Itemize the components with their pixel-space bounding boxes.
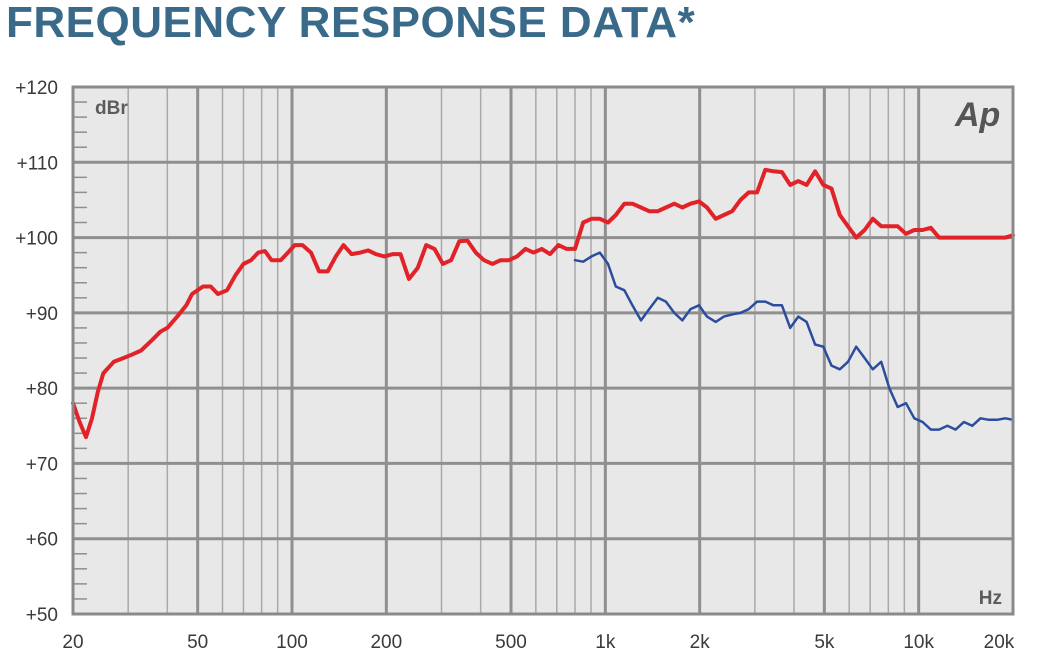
ap-logo: Ap	[954, 96, 1000, 134]
page-title: FREQUENCY RESPONSE DATA*	[6, 0, 696, 47]
x-tick-label: 10k	[903, 632, 934, 653]
x-tick-label: 5k	[814, 632, 835, 653]
series-line-red	[71, 167, 1015, 440]
x-tick-label: 100	[276, 632, 308, 653]
x-tick-label: 1k	[595, 632, 616, 653]
series-line-blue	[573, 251, 1015, 431]
y-tick-label: +100	[15, 229, 58, 250]
x-tick-label: 50	[187, 632, 208, 653]
x-tick-label: 500	[495, 632, 527, 653]
x-tick-label: 2k	[690, 632, 711, 653]
y-tick-label: +70	[26, 454, 58, 475]
series-layer	[71, 167, 1015, 440]
y-tick-label: +120	[15, 78, 58, 99]
minor-grid	[127, 87, 906, 614]
plot-border	[71, 85, 1015, 616]
y-tick-label: +80	[26, 379, 58, 400]
major-grid	[73, 87, 1013, 614]
y-tick-label: +90	[26, 304, 58, 325]
x-tick-label: 20	[62, 632, 83, 653]
y-tick-label: +60	[26, 530, 58, 551]
y-tick-label: +50	[26, 605, 58, 626]
plot-area	[73, 87, 1013, 614]
y-axis-unit-label: dBr	[95, 98, 128, 119]
y-tick-label: +110	[17, 153, 58, 174]
x-tick-label: 200	[370, 632, 402, 653]
x-axis-unit-label: Hz	[979, 588, 1002, 609]
x-tick-labels: 20 50 100 200 500 1k 2k 5k 10k 20k	[62, 632, 1014, 653]
y-tick-labels: +50 +60 +70 +80 +90 +100 +110 +120	[15, 78, 58, 626]
x-tick-label: 20k	[984, 632, 1015, 653]
